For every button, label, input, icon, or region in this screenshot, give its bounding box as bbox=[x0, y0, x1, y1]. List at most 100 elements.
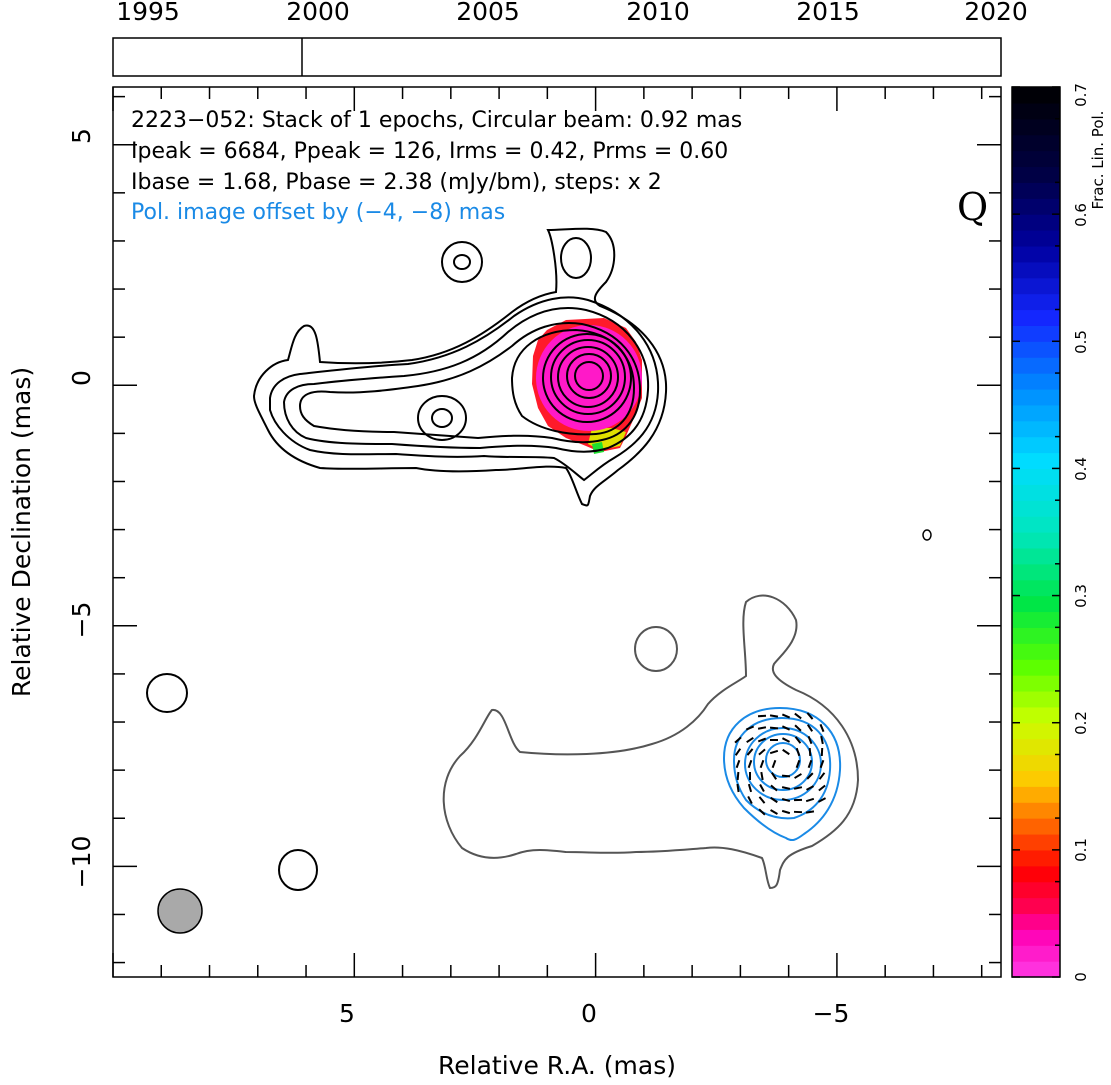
colorbar-band bbox=[1012, 277, 1060, 295]
evpa-tick bbox=[770, 809, 778, 815]
colorbar-band bbox=[1012, 532, 1060, 549]
evpa-tick bbox=[781, 725, 791, 731]
intensity-contours bbox=[146, 227, 932, 891]
evpa-tick bbox=[818, 772, 826, 780]
contour-2 bbox=[269, 296, 660, 482]
contour-knot-inner bbox=[431, 408, 453, 428]
colorbar-ticks bbox=[1012, 86, 1060, 978]
evpa-tick bbox=[757, 737, 767, 743]
colorbar-band bbox=[1012, 881, 1060, 899]
colorbar-band bbox=[1012, 309, 1060, 326]
colorbar-tick-label: 0 bbox=[1072, 972, 1090, 982]
evpa-tick bbox=[794, 712, 802, 720]
colorbar-band bbox=[1012, 341, 1060, 358]
colorbar-band bbox=[1012, 420, 1060, 438]
colorbar-band bbox=[1012, 945, 1060, 962]
colorbar-band bbox=[1012, 706, 1060, 724]
colorbar-band bbox=[1012, 198, 1060, 215]
evpa-tick bbox=[817, 797, 827, 803]
pol-contour-5 bbox=[765, 742, 801, 778]
evpa-tick bbox=[770, 772, 778, 780]
timeline-year-label: 1995 bbox=[116, 0, 180, 26]
colorbar-band bbox=[1012, 516, 1060, 533]
pol-contour-2 bbox=[732, 716, 832, 820]
colorbar-gradient bbox=[1012, 87, 1060, 978]
pol-contour-4 bbox=[753, 733, 813, 791]
evpa-tick bbox=[805, 797, 815, 803]
x-tick-label: 5 bbox=[339, 999, 355, 1028]
colorbar-band bbox=[1012, 118, 1060, 136]
offset-contours bbox=[442, 594, 860, 890]
colorbar-band bbox=[1012, 261, 1060, 279]
y-tick-label: −10 bbox=[67, 836, 96, 889]
colorbar-band bbox=[1012, 929, 1060, 946]
contour-knot-outer bbox=[417, 395, 467, 441]
evpa-vectors bbox=[734, 712, 827, 816]
colorbar-title: Frac. Lin. Pol. bbox=[1089, 111, 1107, 210]
evpa-tick bbox=[745, 725, 755, 731]
contour-4 bbox=[298, 322, 642, 444]
evpa-tick bbox=[818, 784, 826, 792]
map-panel: 5 0 −5 5 0 −5 −10 Relative R.A. (mas) Re… bbox=[7, 86, 1002, 1080]
colorbar-band bbox=[1012, 786, 1060, 803]
contour-8 bbox=[557, 346, 619, 408]
contour-3 bbox=[282, 307, 650, 453]
colorbar-band bbox=[1012, 166, 1060, 183]
colorbar-band bbox=[1012, 754, 1060, 771]
evpa-tick bbox=[759, 784, 765, 792]
colorbar-frame bbox=[1011, 86, 1061, 978]
timeline-year-label: 2010 bbox=[626, 0, 690, 26]
evpa-tick bbox=[807, 759, 813, 769]
offset-contour-outer bbox=[442, 594, 860, 890]
offset-contour-island bbox=[634, 626, 678, 672]
evpa-tick bbox=[747, 795, 753, 805]
timeline-year-label: 2000 bbox=[286, 0, 350, 26]
evpa-tick bbox=[736, 783, 740, 793]
colorbar-band bbox=[1012, 865, 1060, 883]
contour-island bbox=[146, 673, 188, 713]
evpa-tick bbox=[819, 759, 825, 769]
evpa-tick bbox=[747, 783, 753, 793]
timeline-year-label: 2005 bbox=[456, 0, 520, 26]
colorbar-tick-label: 0.3 bbox=[1072, 584, 1090, 608]
evpa-tick bbox=[781, 809, 791, 815]
fracpol-region-green bbox=[592, 442, 604, 454]
colorbar-band bbox=[1012, 961, 1060, 978]
colorbar-band bbox=[1012, 182, 1060, 199]
evpa-tick bbox=[819, 723, 825, 733]
colorbar-band bbox=[1012, 675, 1060, 692]
colorbar-band bbox=[1012, 659, 1060, 676]
band-label: Q bbox=[957, 185, 988, 229]
colorbar-band bbox=[1012, 897, 1060, 915]
map-frame bbox=[112, 86, 1002, 978]
evpa-tick bbox=[793, 786, 803, 790]
x-tick-label: 0 bbox=[581, 999, 597, 1028]
colorbar-band bbox=[1012, 150, 1060, 168]
evpa-tick bbox=[757, 726, 767, 730]
colorbar-band bbox=[1012, 722, 1060, 740]
contour-island bbox=[453, 254, 471, 270]
colorbar-band bbox=[1012, 468, 1060, 485]
y-tick-label: 0 bbox=[67, 370, 96, 386]
contour-6 bbox=[542, 333, 632, 423]
evpa-tick bbox=[769, 714, 779, 718]
evpa-tick bbox=[769, 749, 779, 755]
beam-ellipse bbox=[157, 888, 203, 934]
evpa-tick bbox=[806, 772, 814, 780]
evpa-tick bbox=[746, 748, 754, 756]
colorbar-band bbox=[1012, 611, 1060, 628]
colorbar-tick-label: 0.6 bbox=[1072, 203, 1090, 227]
x-axis-title: Relative R.A. (mas) bbox=[438, 1051, 676, 1080]
colorbar-band bbox=[1012, 245, 1060, 263]
evpa-tick bbox=[794, 724, 802, 732]
colorbar-tick-label: 0.5 bbox=[1072, 330, 1090, 354]
evpa-tick bbox=[759, 759, 765, 769]
evpa-tick bbox=[781, 797, 791, 803]
evpa-tick bbox=[781, 713, 791, 719]
colorbar-band bbox=[1012, 102, 1060, 120]
colorbar-band bbox=[1012, 230, 1060, 247]
evpa-tick bbox=[806, 712, 814, 720]
evpa-tick bbox=[771, 759, 777, 769]
evpa-tick bbox=[746, 736, 754, 744]
